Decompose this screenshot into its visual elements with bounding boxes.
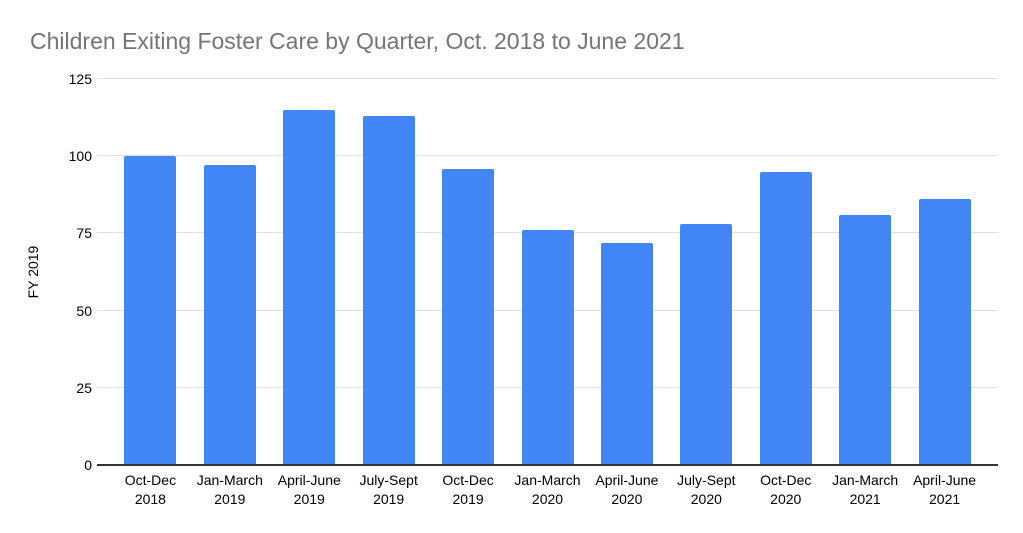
x-axis-label: July-Sept 2020	[651, 471, 761, 509]
x-axis-label: Jan-March 2019	[175, 471, 285, 509]
x-axis-label-line1: Jan-March	[514, 472, 581, 488]
bar[interactable]	[283, 109, 336, 465]
x-axis-label-line1: Oct-Dec	[760, 472, 812, 488]
x-axis-label-line1: July-Sept	[677, 472, 736, 488]
x-axis-label: July-Sept 2019	[334, 471, 444, 509]
y-axis-tick-label: 100	[68, 148, 92, 165]
bar[interactable]	[124, 156, 177, 465]
x-axis-label-line2: 2019	[214, 491, 246, 507]
x-axis-label-line1: Jan-March	[832, 472, 899, 488]
x-axis-label-line1: April-June	[595, 472, 659, 488]
x-axis-label: Jan-March 2020	[493, 471, 603, 509]
x-axis-label: Oct-Dec 2020	[731, 471, 841, 509]
x-axis-label-line2: 2020	[531, 491, 564, 507]
x-axis-label-line1: Jan-March	[196, 472, 263, 488]
x-axis-label-line2: 2020	[690, 491, 722, 507]
bar[interactable]	[203, 165, 256, 465]
bar[interactable]	[600, 242, 653, 465]
y-axis-tick-label: 50	[76, 302, 92, 319]
x-axis-label: Oct-Dec 2018	[95, 471, 205, 509]
bar[interactable]	[442, 168, 495, 465]
x-axis-label: April-June 2020	[572, 471, 682, 509]
x-axis-label-line2: 2021	[929, 491, 961, 507]
y-axis-tick-label: 125	[68, 71, 92, 87]
bar[interactable]	[362, 116, 415, 465]
x-axis-label-line2: 2018	[134, 491, 166, 507]
x-axis-label: April-June 2021	[890, 471, 1000, 509]
bar[interactable]	[521, 230, 574, 465]
y-axis-tick-label: 75	[76, 225, 92, 242]
x-axis-label-line2: 2019	[373, 491, 405, 507]
bar[interactable]	[839, 214, 892, 465]
gridline	[97, 155, 998, 157]
x-axis-label-line1: July-Sept	[359, 472, 418, 488]
x-axis-label-line2: 2019	[293, 491, 325, 507]
x-axis-line	[97, 464, 998, 466]
x-axis-label-line2: 2021	[849, 491, 881, 507]
plot-area	[97, 78, 998, 466]
x-axis-label-line1: Oct-Dec	[124, 472, 177, 488]
x-axis-label-line2: 2020	[611, 491, 643, 507]
y-axis-title: FY 2019	[25, 245, 41, 299]
x-axis-label-line2: 2020	[770, 491, 802, 507]
y-axis-tick-label: 0	[84, 457, 92, 473]
x-axis-label-line1: Oct-Dec	[442, 472, 494, 488]
x-axis-label-line1: April-June	[913, 472, 977, 488]
bar[interactable]	[759, 171, 812, 465]
x-axis-label: Jan-March 2021	[810, 471, 920, 509]
gridline	[97, 78, 998, 79]
bar[interactable]	[680, 224, 733, 465]
x-axis-label-line1: April-June	[277, 472, 341, 488]
chart-title: Children Exiting Foster Care by Quarter,…	[30, 28, 685, 54]
y-axis-tick-label: 25	[76, 379, 92, 396]
x-axis-label-line2: 2019	[452, 491, 484, 507]
bar[interactable]	[918, 199, 971, 465]
x-axis-label: Oct-Dec 2019	[413, 471, 523, 509]
x-axis-label: April-June 2019	[254, 471, 364, 509]
